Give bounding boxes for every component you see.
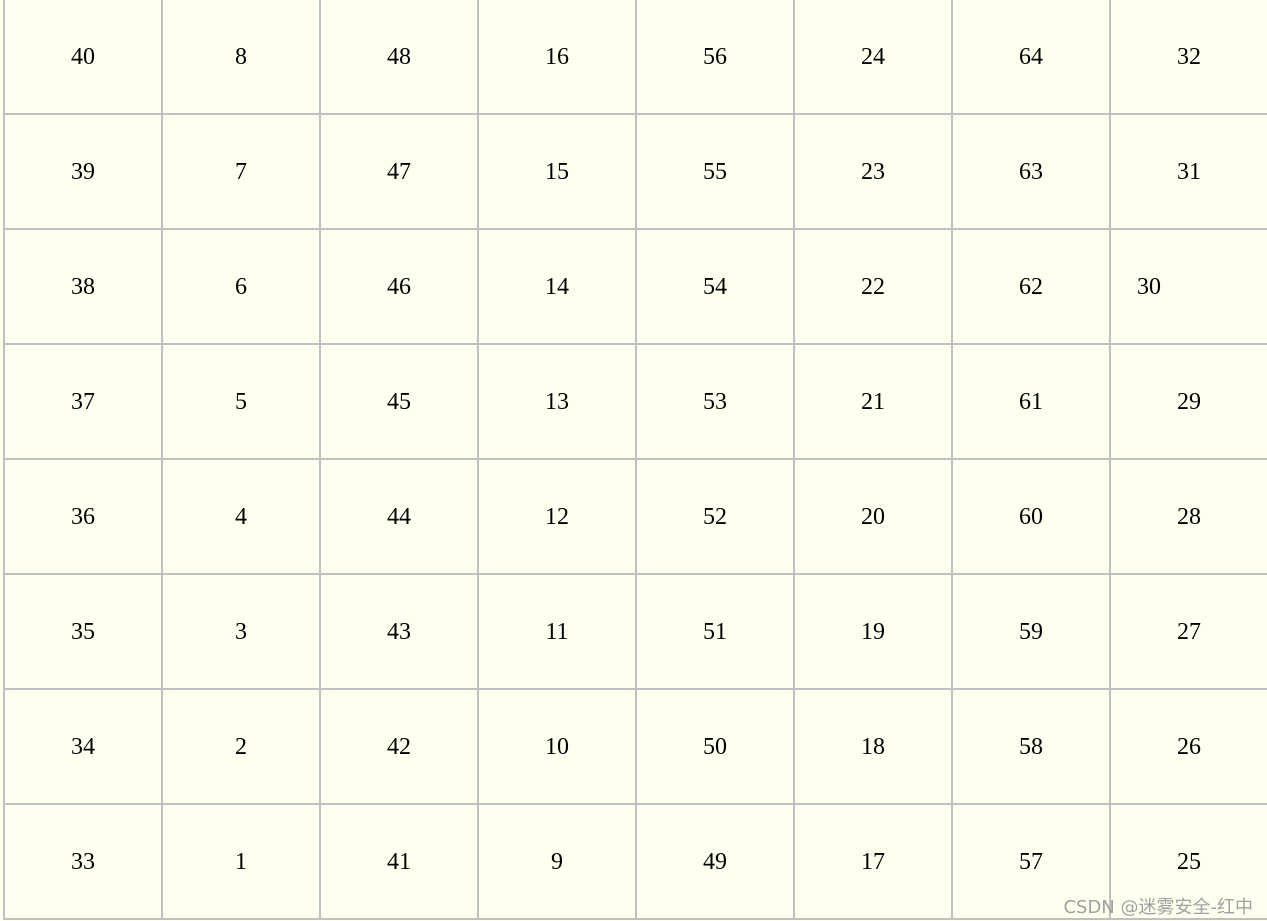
table-cell: 38 <box>3 228 161 343</box>
table-cell: 20 <box>793 458 951 573</box>
table-cell: 8 <box>161 0 319 113</box>
table-cell: 47 <box>319 113 477 228</box>
table-cell: 41 <box>319 803 477 918</box>
table-cell: 6 <box>161 228 319 343</box>
table-cell: 12 <box>477 458 635 573</box>
table-cell: 58 <box>951 688 1109 803</box>
table-cell: 32 <box>1109 0 1267 113</box>
table-cell: 61 <box>951 343 1109 458</box>
table-cell: 26 <box>1109 688 1267 803</box>
table-cell: 55 <box>635 113 793 228</box>
table-cell: 23 <box>793 113 951 228</box>
table-cell: 7 <box>161 113 319 228</box>
table-cell: 63 <box>951 113 1109 228</box>
table-cell: 14 <box>477 228 635 343</box>
table-cell: 9 <box>477 803 635 918</box>
table-cell: 21 <box>793 343 951 458</box>
watermark: CSDN @迷雾安全-红中 <box>1063 897 1253 918</box>
table-cell: 4 <box>161 458 319 573</box>
table-cell: 51 <box>635 573 793 688</box>
table-cell: 31 <box>1109 113 1267 228</box>
table-cell: 53 <box>635 343 793 458</box>
table-cell: 3 <box>161 573 319 688</box>
table-cell: 52 <box>635 458 793 573</box>
table-cell: 54 <box>635 228 793 343</box>
table-cell: 48 <box>319 0 477 113</box>
table-cell: 19 <box>793 573 951 688</box>
table-cell: 33 <box>3 803 161 918</box>
table-cell: 16 <box>477 0 635 113</box>
table-cell: 43 <box>319 573 477 688</box>
table-cell: 40 <box>3 0 161 113</box>
table-cell: 2 <box>161 688 319 803</box>
table-cell: 46 <box>319 228 477 343</box>
table-cell: 50 <box>635 688 793 803</box>
table-cell: 5 <box>161 343 319 458</box>
table-cell: 49 <box>635 803 793 918</box>
table-cell: 17 <box>793 803 951 918</box>
table-cell: 15 <box>477 113 635 228</box>
table-cell: 30 <box>1109 228 1267 343</box>
table-cell: 59 <box>951 573 1109 688</box>
table-cell: 22 <box>793 228 951 343</box>
table-cell: 11 <box>477 573 635 688</box>
table-cell: 24 <box>793 0 951 113</box>
table-cell: 60 <box>951 458 1109 573</box>
table-cell: 35 <box>3 573 161 688</box>
table-cell: 25 <box>1109 803 1267 918</box>
table-cell: 62 <box>951 228 1109 343</box>
table-cell: 18 <box>793 688 951 803</box>
table-cell: 29 <box>1109 343 1267 458</box>
table-cell: 37 <box>3 343 161 458</box>
number-table: 40 8 48 16 56 24 64 32 39 7 47 15 55 23 63 31 38 6 46 14 54 2… <box>3 0 1267 920</box>
table-cell: 42 <box>319 688 477 803</box>
table-cell: 64 <box>951 0 1109 113</box>
table-cell: 44 <box>319 458 477 573</box>
table-cell: 39 <box>3 113 161 228</box>
table-cell: 34 <box>3 688 161 803</box>
table-cell: 27 <box>1109 573 1267 688</box>
table-cell: 45 <box>319 343 477 458</box>
table-cell: 10 <box>477 688 635 803</box>
table-cell: 1 <box>161 803 319 918</box>
table-cell: 57 <box>951 803 1109 918</box>
table-cell: 36 <box>3 458 161 573</box>
table-cell: 28 <box>1109 458 1267 573</box>
table-cell: 13 <box>477 343 635 458</box>
table-cell: 56 <box>635 0 793 113</box>
